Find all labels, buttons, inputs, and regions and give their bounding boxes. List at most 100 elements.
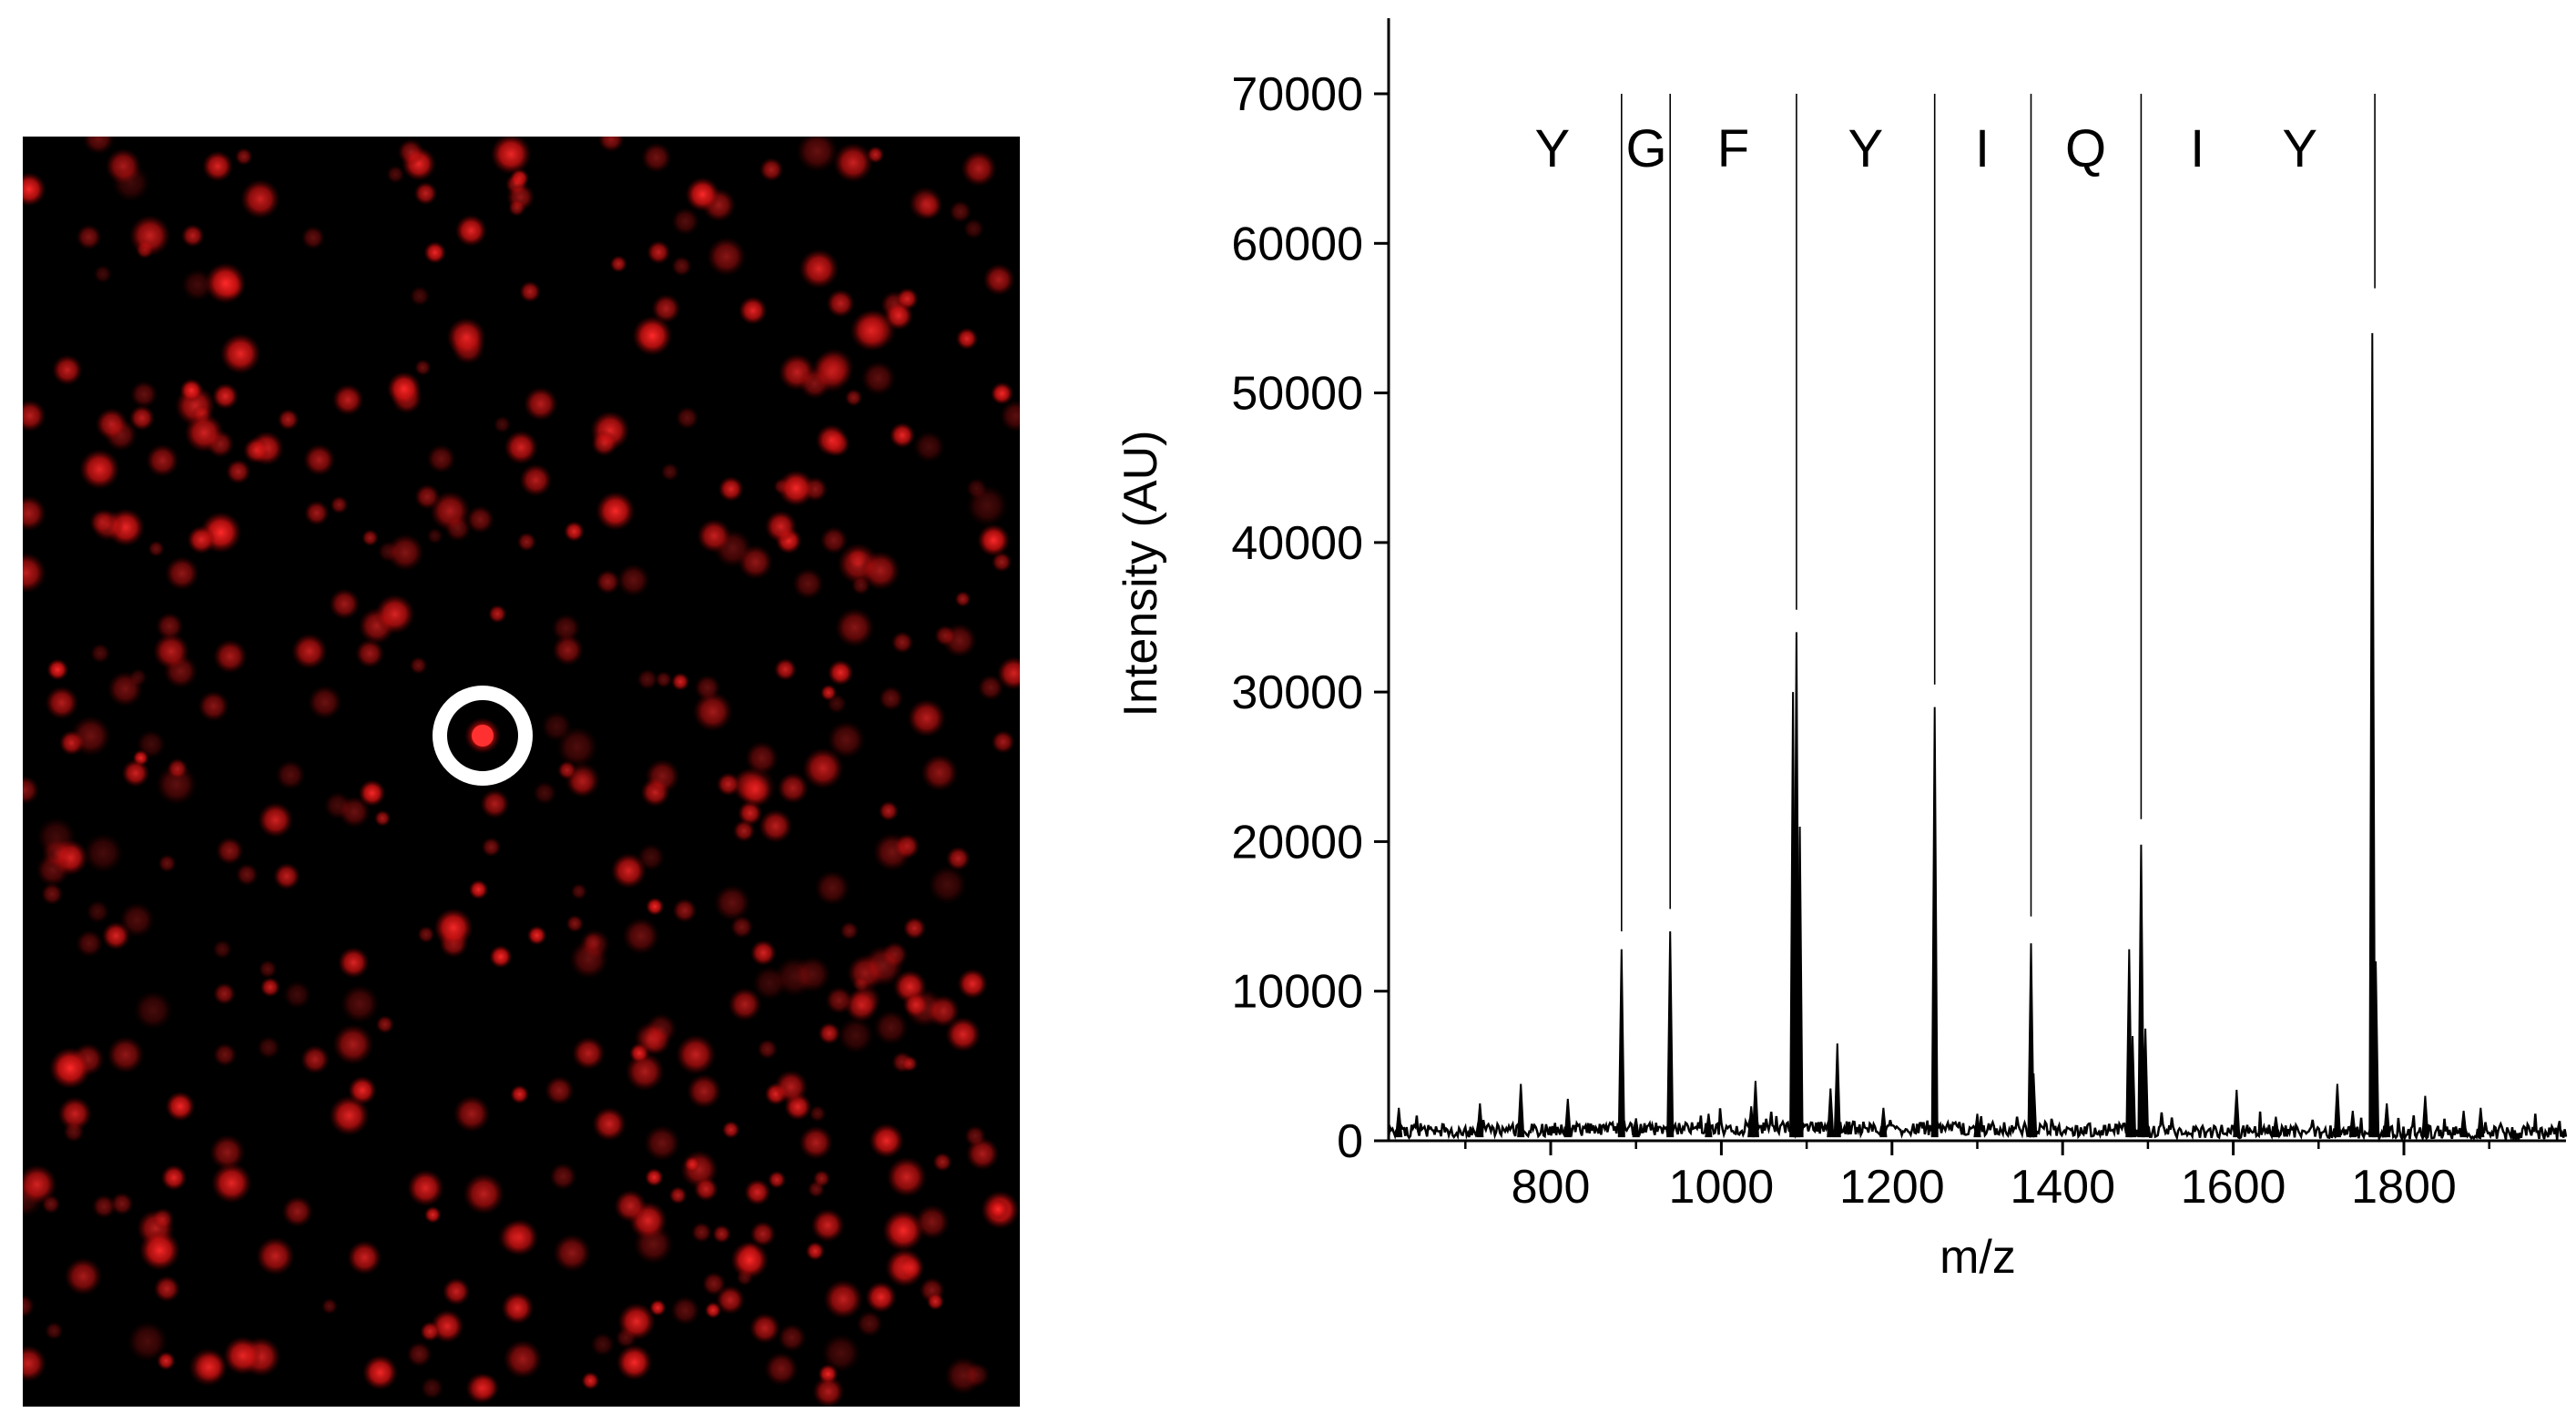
micrograph-spot [180, 224, 205, 248]
micrograph-spot [209, 1134, 246, 1171]
micrograph-spot [453, 1095, 491, 1133]
micrograph-spot [764, 510, 798, 543]
x-axis-ticks: 800 1000 1200 1400 1600 1800 [1464, 1141, 2490, 1214]
micrograph-spot [304, 500, 330, 526]
micrograph-spot [583, 932, 603, 952]
micrograph-spot [693, 1176, 718, 1202]
micrograph-spot [860, 551, 901, 591]
fluorescence-micrograph [23, 137, 1020, 1407]
micrograph-spot [355, 638, 385, 668]
micrograph-spot [338, 947, 370, 979]
x-axis-label: m/z [1940, 1231, 2016, 1284]
micrograph-spot [749, 1221, 776, 1247]
micrograph-spot [945, 1016, 982, 1052]
micrograph-spot [773, 1070, 809, 1104]
micrograph-spot [493, 415, 512, 434]
spectrum-peak [1395, 1107, 1403, 1138]
micrograph-spot [977, 523, 1011, 557]
micrograph-spot [420, 1376, 444, 1400]
micrograph-spot [647, 240, 671, 265]
micrograph-spot [291, 633, 328, 670]
micrograph-spot [386, 534, 424, 572]
micrograph-spot [127, 1321, 168, 1362]
micrograph-spot [340, 984, 380, 1023]
spectrum-peak [2137, 844, 2145, 1138]
micrograph-spot [332, 1023, 374, 1065]
micrograph-spot [616, 564, 650, 597]
micrograph-spot [234, 147, 253, 166]
micrograph-spot [420, 1321, 441, 1342]
micrograph-spot [738, 296, 768, 325]
micrograph-spot [799, 249, 840, 289]
y-tick-label: 40000 [1231, 517, 1363, 570]
micrograph-spot [645, 1167, 664, 1187]
micrograph-spot [454, 214, 487, 247]
micrograph-spot [592, 1106, 626, 1142]
spectrum-peak [1666, 930, 1675, 1138]
micrograph-spot [146, 443, 179, 477]
micrograph-spot [671, 672, 690, 691]
micrograph-spot [386, 165, 405, 184]
micrograph-spot [716, 1285, 745, 1315]
micrograph-spot [303, 443, 336, 476]
micrograph-spot [158, 854, 177, 873]
micrograph-spot [749, 1312, 780, 1344]
spectrum-peak [2348, 1110, 2357, 1138]
micrograph-spot [82, 137, 115, 155]
micrograph-spot [414, 483, 441, 510]
micrograph-spot [157, 1351, 176, 1371]
micrograph-spot [844, 988, 879, 1022]
micrograph-spot [156, 612, 184, 641]
micrograph-spot [136, 729, 166, 759]
micrograph-spot [480, 788, 510, 819]
micrograph-spot [330, 495, 349, 514]
micrograph-spot [133, 991, 173, 1031]
spectrum-peak [2128, 1035, 2137, 1138]
micrograph-spot [949, 200, 972, 223]
micrograph-spot [153, 1275, 180, 1303]
micrograph-spot [928, 865, 967, 905]
micrograph-spot [802, 747, 844, 789]
micrograph-spot [95, 408, 128, 441]
micrograph-spot [932, 1152, 952, 1173]
micrograph-spot [716, 772, 741, 797]
micrograph-spot [687, 1073, 722, 1109]
micrograph-spot [944, 1357, 983, 1395]
micrograph-spot [825, 986, 853, 1014]
micrograph-spot [565, 914, 585, 933]
micrograph-spot [977, 674, 1004, 701]
micrograph-spot [646, 897, 665, 916]
micrograph-spot [764, 1351, 799, 1387]
micrograph-spot [465, 1372, 497, 1405]
micrograph-spot [413, 181, 438, 206]
micrograph-spot [496, 1220, 531, 1255]
micrograph-spot [188, 1347, 229, 1387]
micrograph-spot [275, 759, 306, 790]
micrograph-spot [212, 1042, 238, 1067]
micrograph-spot [213, 639, 248, 674]
micrograph-spot [921, 754, 959, 792]
x-tick-label: 1200 [1839, 1161, 1945, 1214]
micrograph-spot [570, 882, 587, 900]
micrograph-spot [282, 981, 311, 1010]
micrograph-spot [211, 1163, 252, 1204]
micrograph-spot [442, 1277, 471, 1306]
micrograph-spot [840, 920, 860, 940]
micrograph-spot [826, 289, 855, 318]
micrograph-spot [991, 552, 1013, 573]
micrograph-spot [614, 1189, 647, 1223]
micrograph-spot [361, 529, 379, 547]
micrograph-spot [809, 1104, 827, 1123]
micrograph-spot [596, 491, 636, 531]
micrograph-spot [92, 1194, 117, 1219]
micrograph-spot [759, 808, 793, 843]
micrograph-spot [110, 1192, 134, 1215]
micrograph-spot [622, 917, 660, 955]
micrograph-spot [945, 846, 971, 871]
micrograph-spot [860, 361, 896, 396]
micrograph-spot [76, 224, 102, 250]
micrograph-spot [591, 430, 618, 457]
micrograph-spot [632, 315, 673, 356]
micrograph-spot [167, 757, 188, 779]
micrograph-spot [552, 634, 584, 666]
